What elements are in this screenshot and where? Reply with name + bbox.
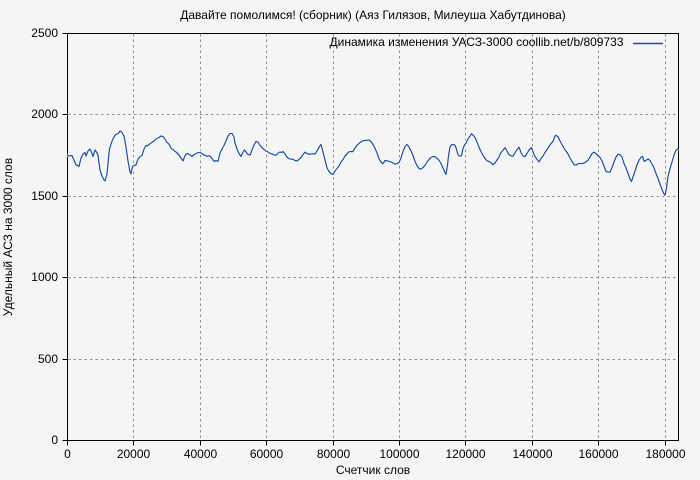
svg-text:0: 0	[64, 447, 71, 461]
svg-text:1500: 1500	[31, 189, 58, 203]
svg-text:2000: 2000	[31, 107, 58, 121]
svg-text:20000: 20000	[117, 447, 151, 461]
svg-text:60000: 60000	[250, 447, 284, 461]
svg-text:160000: 160000	[578, 447, 618, 461]
svg-text:100000: 100000	[379, 447, 419, 461]
svg-text:40000: 40000	[184, 447, 218, 461]
svg-text:180000: 180000	[645, 447, 685, 461]
svg-text:500: 500	[38, 352, 58, 366]
svg-text:Давайте помолимся! (сборник) (: Давайте помолимся! (сборник) (Аяз Гилязо…	[180, 8, 566, 22]
svg-text:1000: 1000	[31, 270, 58, 284]
svg-text:Счетчик слов: Счетчик слов	[336, 463, 410, 477]
svg-text:0: 0	[51, 433, 58, 447]
svg-text:2500: 2500	[31, 26, 58, 40]
svg-text:140000: 140000	[512, 447, 552, 461]
svg-text:Удельный АСЗ на 3000 слов: Удельный АСЗ на 3000 слов	[1, 158, 15, 316]
svg-text:Динамика изменения УАСЗ-3000 c: Динамика изменения УАСЗ-3000 coollib.net…	[330, 35, 624, 49]
svg-text:80000: 80000	[317, 447, 351, 461]
svg-text:120000: 120000	[445, 447, 485, 461]
